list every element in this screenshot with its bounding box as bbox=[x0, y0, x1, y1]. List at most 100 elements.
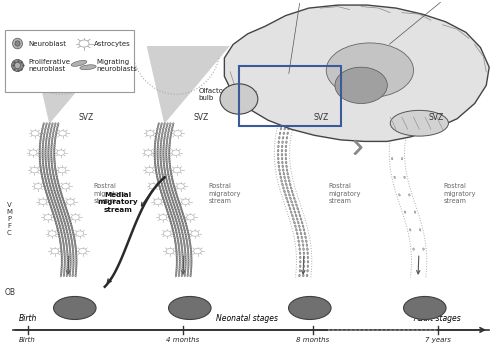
Ellipse shape bbox=[302, 274, 304, 277]
Ellipse shape bbox=[63, 244, 64, 246]
Circle shape bbox=[166, 249, 174, 254]
Ellipse shape bbox=[57, 180, 58, 182]
Ellipse shape bbox=[61, 256, 62, 259]
Ellipse shape bbox=[54, 152, 55, 154]
Ellipse shape bbox=[178, 267, 180, 270]
Ellipse shape bbox=[304, 261, 305, 263]
Ellipse shape bbox=[165, 130, 166, 132]
Ellipse shape bbox=[50, 206, 52, 208]
Ellipse shape bbox=[42, 139, 44, 141]
Ellipse shape bbox=[48, 165, 50, 167]
Ellipse shape bbox=[186, 229, 188, 231]
Ellipse shape bbox=[51, 143, 52, 145]
Circle shape bbox=[34, 183, 42, 189]
Ellipse shape bbox=[72, 272, 74, 274]
Ellipse shape bbox=[64, 258, 66, 261]
Ellipse shape bbox=[46, 182, 48, 184]
Ellipse shape bbox=[55, 202, 56, 205]
Ellipse shape bbox=[303, 229, 305, 231]
Ellipse shape bbox=[167, 169, 168, 171]
Ellipse shape bbox=[49, 194, 51, 196]
Ellipse shape bbox=[160, 182, 162, 184]
Ellipse shape bbox=[39, 152, 40, 154]
Ellipse shape bbox=[166, 190, 168, 193]
Ellipse shape bbox=[48, 176, 49, 179]
Ellipse shape bbox=[162, 185, 164, 188]
Ellipse shape bbox=[183, 240, 185, 242]
Ellipse shape bbox=[56, 127, 58, 130]
Ellipse shape bbox=[164, 192, 166, 194]
Ellipse shape bbox=[67, 212, 68, 215]
Ellipse shape bbox=[44, 134, 45, 137]
Ellipse shape bbox=[62, 242, 64, 244]
Ellipse shape bbox=[168, 130, 170, 132]
Ellipse shape bbox=[186, 225, 188, 228]
Ellipse shape bbox=[52, 192, 54, 194]
Ellipse shape bbox=[56, 197, 58, 200]
Ellipse shape bbox=[63, 200, 64, 203]
Ellipse shape bbox=[176, 248, 177, 250]
Ellipse shape bbox=[177, 216, 179, 218]
Ellipse shape bbox=[168, 127, 170, 130]
Ellipse shape bbox=[158, 165, 159, 167]
Ellipse shape bbox=[154, 139, 156, 141]
Ellipse shape bbox=[175, 192, 177, 194]
Ellipse shape bbox=[178, 274, 180, 277]
Ellipse shape bbox=[154, 163, 156, 166]
Ellipse shape bbox=[172, 122, 174, 125]
Ellipse shape bbox=[40, 141, 41, 143]
Circle shape bbox=[149, 183, 157, 189]
Ellipse shape bbox=[57, 229, 59, 231]
Circle shape bbox=[174, 131, 182, 136]
Ellipse shape bbox=[158, 163, 159, 166]
Ellipse shape bbox=[42, 152, 43, 154]
Ellipse shape bbox=[58, 219, 59, 222]
Ellipse shape bbox=[172, 182, 174, 184]
Ellipse shape bbox=[164, 172, 166, 175]
Ellipse shape bbox=[161, 183, 163, 186]
Ellipse shape bbox=[164, 195, 166, 198]
Ellipse shape bbox=[50, 187, 51, 189]
Ellipse shape bbox=[161, 137, 162, 139]
Ellipse shape bbox=[52, 172, 54, 175]
Ellipse shape bbox=[158, 172, 160, 175]
Ellipse shape bbox=[67, 256, 68, 259]
Ellipse shape bbox=[51, 199, 52, 201]
Ellipse shape bbox=[158, 169, 160, 171]
Ellipse shape bbox=[54, 165, 56, 167]
Ellipse shape bbox=[422, 248, 424, 250]
Ellipse shape bbox=[176, 252, 178, 255]
Ellipse shape bbox=[164, 139, 165, 141]
Ellipse shape bbox=[174, 195, 175, 198]
Ellipse shape bbox=[157, 158, 158, 160]
Circle shape bbox=[66, 199, 74, 205]
Ellipse shape bbox=[40, 137, 42, 139]
Ellipse shape bbox=[50, 174, 51, 177]
Ellipse shape bbox=[166, 182, 168, 184]
Ellipse shape bbox=[184, 229, 186, 231]
Ellipse shape bbox=[60, 192, 62, 194]
Ellipse shape bbox=[285, 122, 287, 125]
Ellipse shape bbox=[52, 202, 54, 205]
Ellipse shape bbox=[182, 236, 184, 239]
Ellipse shape bbox=[58, 192, 59, 194]
Ellipse shape bbox=[169, 163, 170, 166]
Ellipse shape bbox=[181, 209, 182, 212]
Ellipse shape bbox=[53, 176, 55, 179]
Ellipse shape bbox=[174, 207, 176, 210]
Ellipse shape bbox=[56, 225, 58, 228]
Ellipse shape bbox=[70, 234, 71, 237]
Circle shape bbox=[44, 215, 52, 220]
Ellipse shape bbox=[190, 248, 192, 250]
Ellipse shape bbox=[170, 183, 172, 186]
Ellipse shape bbox=[306, 240, 307, 242]
Ellipse shape bbox=[67, 263, 68, 265]
Ellipse shape bbox=[303, 256, 305, 259]
Ellipse shape bbox=[12, 38, 22, 49]
Ellipse shape bbox=[176, 258, 178, 261]
Ellipse shape bbox=[181, 246, 182, 249]
Ellipse shape bbox=[166, 209, 168, 212]
Ellipse shape bbox=[166, 159, 168, 162]
Ellipse shape bbox=[64, 221, 66, 224]
Ellipse shape bbox=[286, 141, 287, 143]
